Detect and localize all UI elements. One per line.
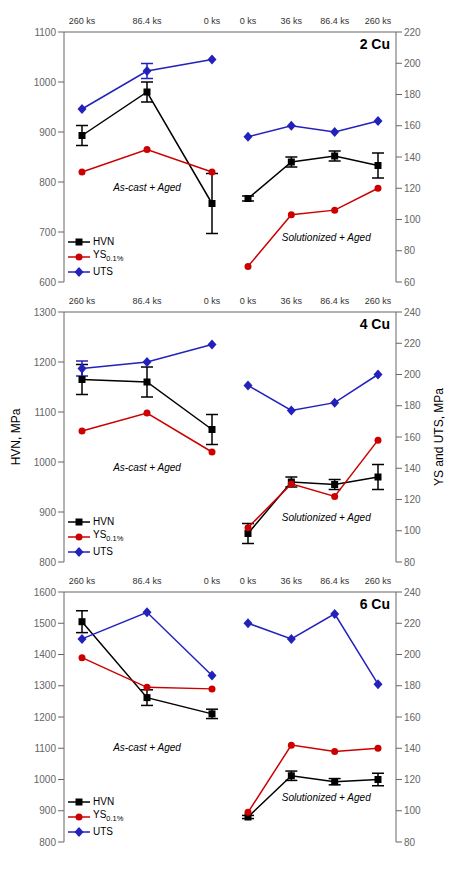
html-text:HVN: HVN [93,516,115,527]
svg-text:200: 200 [404,649,421,660]
svg-text:260 ks: 260 ks [69,16,96,26]
svg-text:1100: 1100 [34,407,56,418]
svg-text:100: 100 [404,214,421,225]
svg-text:900: 900 [39,507,56,518]
svg-text:1300: 1300 [34,680,57,691]
html-text:Solutionized + Aged: Solutionized + Aged [281,231,371,243]
svg-text:220: 220 [404,27,421,38]
svg-text:600: 600 [39,277,56,288]
svg-text:36 ks: 36 ks [281,576,303,586]
svg-text:0 ks: 0 ks [240,296,257,306]
html-text:UTS: UTS [93,266,113,277]
svg-text:0 ks: 0 ks [240,576,257,586]
svg-text:800: 800 [39,837,56,848]
svg-text:60: 60 [404,277,416,288]
svg-text:140: 140 [404,463,421,474]
svg-text:1200: 1200 [34,357,57,368]
svg-text:900: 900 [39,805,56,816]
svg-text:900: 900 [39,127,56,138]
svg-text:260 ks: 260 ks [69,576,96,586]
svg-text:180: 180 [404,89,421,100]
svg-text:180: 180 [404,400,421,411]
svg-text:100: 100 [404,525,421,536]
svg-text:1200: 1200 [34,712,57,723]
html-text:YS0.1%: YS0.1% [93,249,124,263]
svg-text:100: 100 [404,805,421,816]
svg-text:36 ks: 36 ks [281,296,303,306]
svg-text:140: 140 [404,743,421,754]
svg-text:1500: 1500 [34,618,57,629]
html-text:As-cast + Aged: As-cast + Aged [113,741,181,753]
svg-text:800: 800 [39,177,56,188]
svg-text:220: 220 [404,618,421,629]
html-text:YS0.1%: YS0.1% [93,529,124,543]
svg-text:140: 140 [404,152,421,163]
svg-text:200: 200 [404,369,421,380]
svg-text:120: 120 [404,494,421,505]
svg-text:86.4 ks: 86.4 ks [320,16,350,26]
svg-text:1600: 1600 [34,587,57,598]
svg-text:200: 200 [404,58,421,69]
svg-text:86.4 ks: 86.4 ks [320,576,350,586]
html-text:HVN: HVN [93,236,115,247]
svg-text:0 ks: 0 ks [204,296,221,306]
svg-text:0 ks: 0 ks [204,576,221,586]
svg-text:1000: 1000 [34,77,57,88]
html-text:Solutionized + Aged: Solutionized + Aged [281,791,371,803]
html-text:2 Cu: 2 Cu [359,36,390,52]
svg-text:260 ks: 260 ks [365,16,392,26]
svg-text:36 ks: 36 ks [281,16,303,26]
svg-text:800: 800 [39,557,56,568]
svg-text:80: 80 [404,837,416,848]
html-text:Solutionized + Aged: Solutionized + Aged [281,511,371,523]
svg-text:160: 160 [404,432,421,443]
svg-text:180: 180 [404,680,421,691]
html-text:UTS: UTS [93,826,113,837]
svg-text:120: 120 [404,774,421,785]
html-text:6 Cu: 6 Cu [359,596,390,612]
svg-text:120: 120 [404,183,421,194]
html-text:HVN: HVN [93,796,115,807]
svg-text:0 ks: 0 ks [204,16,221,26]
html-text:YS and UTS, MPa: YS and UTS, MPa [432,388,446,486]
svg-text:1100: 1100 [34,743,56,754]
svg-text:260 ks: 260 ks [365,576,392,586]
svg-text:86.4 ks: 86.4 ks [132,296,162,306]
html-text:As-cast + Aged: As-cast + Aged [113,461,181,473]
svg-text:86.4 ks: 86.4 ks [132,16,162,26]
svg-text:240: 240 [404,307,421,318]
svg-text:80: 80 [404,557,416,568]
html-text:YS0.1%: YS0.1% [93,809,124,823]
svg-text:86.4 ks: 86.4 ks [132,576,162,586]
svg-text:260 ks: 260 ks [365,296,392,306]
svg-text:80: 80 [404,245,416,256]
svg-text:1000: 1000 [34,774,57,785]
svg-text:1100: 1100 [34,27,56,38]
svg-text:86.4 ks: 86.4 ks [320,296,350,306]
html-text:4 Cu: 4 Cu [359,316,390,332]
svg-text:240: 240 [404,587,421,598]
html-text:UTS: UTS [93,546,113,557]
svg-text:220: 220 [404,338,421,349]
svg-text:160: 160 [404,120,421,131]
svg-text:1000: 1000 [34,457,57,468]
svg-text:0 ks: 0 ks [240,16,257,26]
svg-text:1400: 1400 [34,649,57,660]
svg-text:700: 700 [39,227,56,238]
svg-text:260 ks: 260 ks [69,296,96,306]
svg-text:160: 160 [404,712,421,723]
svg-text:1300: 1300 [34,307,57,318]
html-text:As-cast + Aged: As-cast + Aged [113,181,181,193]
html-text:HVN, MPa: HVN, MPa [9,408,23,466]
